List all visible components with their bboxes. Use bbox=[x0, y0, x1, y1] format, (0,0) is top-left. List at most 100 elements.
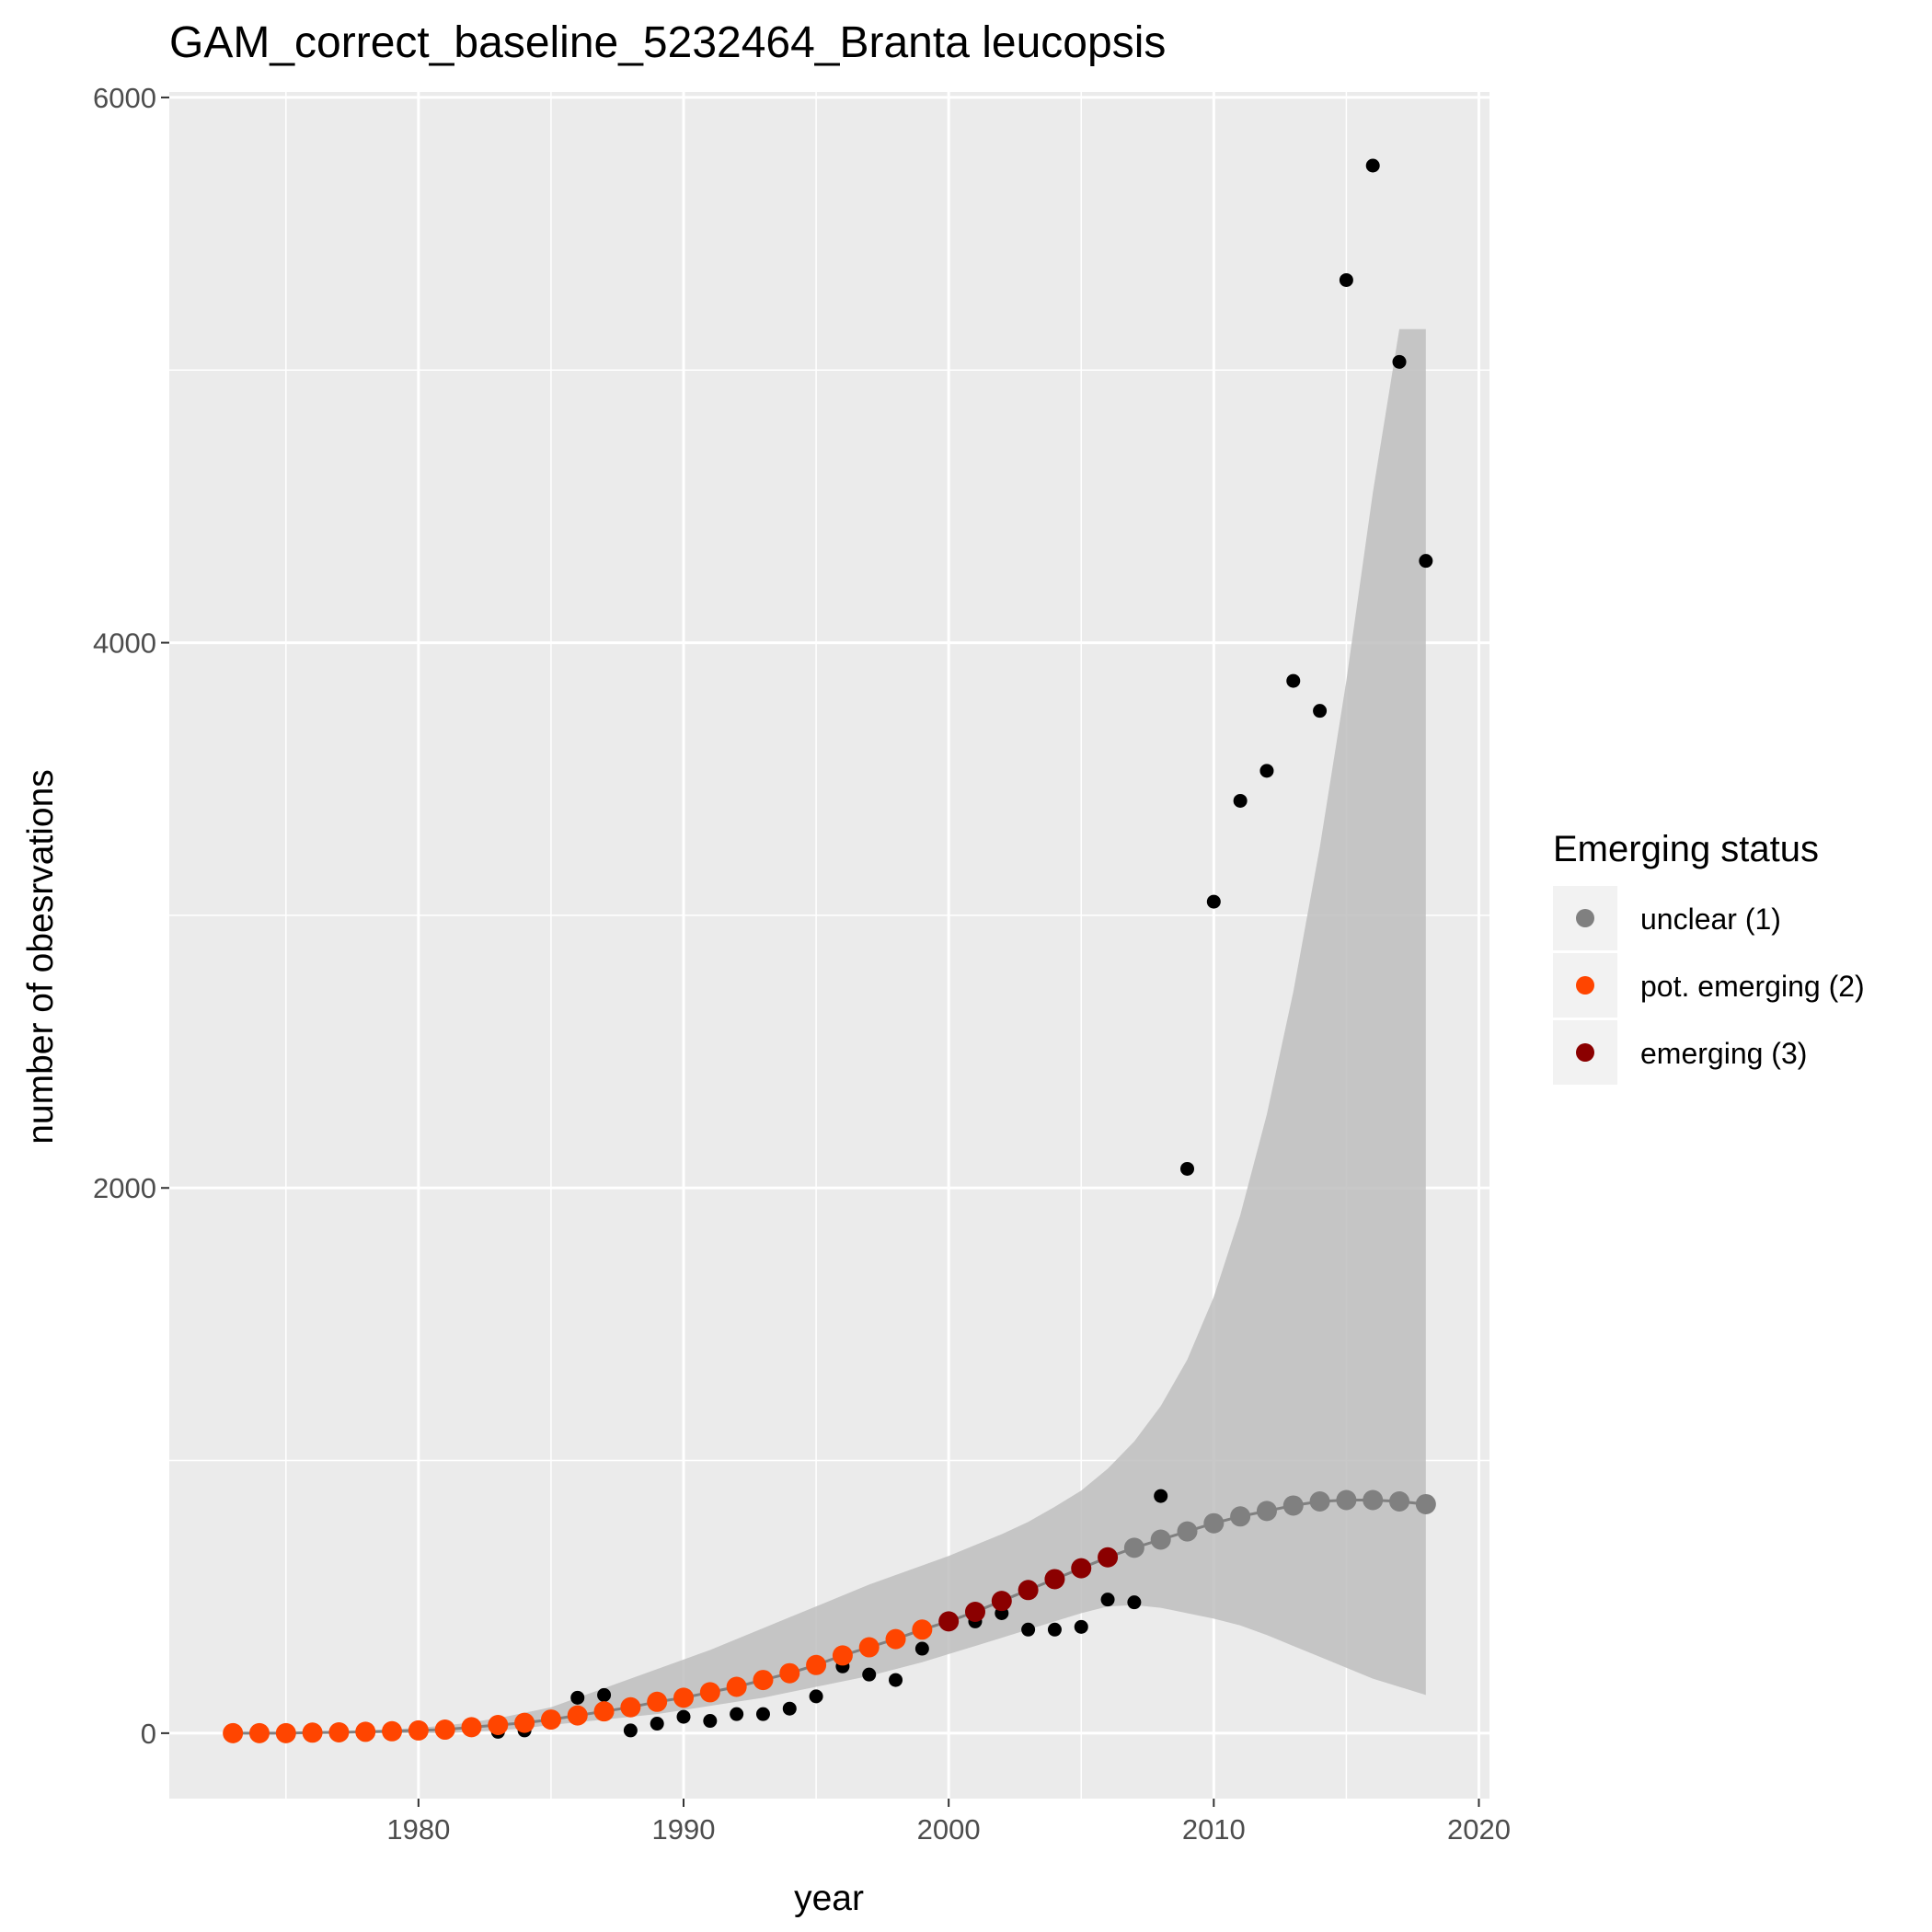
legend-label-emerging: emerging (3) bbox=[1640, 1037, 1807, 1070]
fitted-point bbox=[540, 1709, 561, 1731]
fitted-point bbox=[1071, 1558, 1092, 1579]
fitted-point bbox=[699, 1682, 720, 1703]
fitted-point bbox=[858, 1637, 880, 1658]
observed-point bbox=[597, 1687, 612, 1702]
fitted-point bbox=[434, 1719, 455, 1741]
y-tick-label: 0 bbox=[141, 1718, 156, 1750]
fitted-point bbox=[938, 1611, 960, 1632]
observed-point bbox=[650, 1717, 664, 1731]
fitted-point bbox=[832, 1645, 853, 1666]
legend-item-unclear: unclear (1) bbox=[1553, 886, 1781, 950]
fitted-point bbox=[912, 1619, 933, 1640]
x-tick-label: 2000 bbox=[917, 1813, 981, 1846]
observed-point bbox=[730, 1707, 744, 1721]
observed-point bbox=[1339, 272, 1353, 287]
fitted-point bbox=[1123, 1537, 1144, 1558]
y-axis-ticks: 0 2000 4000 6000 bbox=[93, 82, 169, 1750]
y-tick-label: 4000 bbox=[93, 627, 156, 660]
observed-point bbox=[1206, 894, 1221, 909]
x-axis-title: year bbox=[794, 1879, 864, 1918]
legend-label-unclear: unclear (1) bbox=[1640, 903, 1781, 936]
fitted-point bbox=[1150, 1529, 1171, 1550]
fitted-point bbox=[991, 1591, 1012, 1612]
y-axis-title: number of obesrvations bbox=[21, 769, 61, 1144]
legend: Emerging status unclear (1) pot. emergin… bbox=[1553, 829, 1865, 1085]
fitted-point bbox=[1203, 1512, 1225, 1534]
legend-label-pot-emerging: pot. emerging (2) bbox=[1640, 970, 1865, 1003]
legend-key-pot-emerging bbox=[1576, 976, 1594, 995]
fitted-point bbox=[779, 1662, 800, 1684]
fitted-point bbox=[673, 1687, 695, 1708]
observed-point bbox=[1154, 1489, 1168, 1503]
fitted-point bbox=[248, 1722, 270, 1743]
fitted-point bbox=[1363, 1489, 1384, 1511]
observed-point bbox=[1392, 354, 1407, 369]
x-tick-label: 1990 bbox=[652, 1813, 716, 1846]
observed-point bbox=[676, 1709, 691, 1724]
fitted-points bbox=[223, 1489, 1436, 1743]
observed-point bbox=[889, 1673, 903, 1687]
observed-point bbox=[703, 1714, 718, 1729]
confidence-ribbon bbox=[233, 328, 1426, 1733]
major-gridlines bbox=[169, 92, 1489, 1799]
fitted-point bbox=[223, 1722, 244, 1743]
fitted-point bbox=[408, 1719, 429, 1741]
observed-point bbox=[809, 1689, 823, 1704]
fitted-point bbox=[1336, 1489, 1357, 1511]
fitted-point bbox=[885, 1628, 906, 1650]
observed-point bbox=[1313, 704, 1328, 719]
fitted-point bbox=[1230, 1506, 1251, 1527]
observed-point bbox=[1419, 554, 1433, 569]
x-tick-label: 2020 bbox=[1447, 1813, 1511, 1846]
observed-point bbox=[1047, 1622, 1062, 1637]
observed-point bbox=[1074, 1619, 1088, 1634]
fitted-point bbox=[593, 1701, 615, 1722]
observed-point bbox=[570, 1690, 585, 1705]
fitted-point bbox=[1018, 1580, 1039, 1601]
legend-item-emerging: emerging (3) bbox=[1553, 1020, 1807, 1085]
observed-point bbox=[623, 1723, 638, 1738]
observed-point bbox=[1233, 793, 1248, 808]
fitted-point bbox=[1098, 1547, 1119, 1568]
y-tick-label: 6000 bbox=[93, 82, 156, 114]
observed-point bbox=[1021, 1622, 1036, 1637]
observed-point bbox=[1259, 764, 1274, 778]
observed-point bbox=[1365, 158, 1380, 173]
fitted-point bbox=[726, 1676, 747, 1697]
gam-fit-line bbox=[233, 1499, 1426, 1735]
fitted-point bbox=[964, 1602, 985, 1623]
observed-point bbox=[782, 1701, 797, 1716]
fitted-point bbox=[328, 1721, 350, 1742]
x-axis-ticks: 1980 1990 2000 2010 2020 bbox=[386, 1799, 1511, 1846]
fitted-point bbox=[806, 1654, 827, 1675]
fitted-point bbox=[1309, 1491, 1330, 1512]
observed-point bbox=[1100, 1593, 1115, 1607]
fitted-point bbox=[567, 1705, 588, 1726]
y-tick-label: 2000 bbox=[93, 1172, 156, 1204]
fitted-point bbox=[302, 1722, 323, 1743]
fitted-point bbox=[1177, 1521, 1198, 1542]
observed-point bbox=[755, 1707, 770, 1721]
fitted-point bbox=[461, 1717, 482, 1738]
legend-item-pot-emerging: pot. emerging (2) bbox=[1553, 953, 1865, 1018]
fitted-point bbox=[1282, 1495, 1304, 1516]
observed-point bbox=[862, 1667, 877, 1682]
legend-key-unclear bbox=[1576, 909, 1594, 927]
fitted-point bbox=[1044, 1569, 1065, 1590]
fitted-point bbox=[753, 1670, 774, 1691]
x-tick-label: 1980 bbox=[386, 1813, 450, 1846]
fitted-point bbox=[1389, 1491, 1410, 1512]
fitted-point bbox=[1415, 1493, 1436, 1514]
chart-title: GAM_correct_baseline_5232464_Branta leuc… bbox=[169, 18, 1166, 67]
fitted-point bbox=[1256, 1501, 1277, 1522]
x-tick-label: 2010 bbox=[1182, 1813, 1246, 1846]
observed-point bbox=[1286, 673, 1301, 688]
observed-point bbox=[1180, 1161, 1195, 1176]
observed-point bbox=[1127, 1595, 1142, 1610]
fitted-point bbox=[488, 1714, 509, 1735]
fitted-point bbox=[620, 1696, 641, 1718]
fitted-point bbox=[275, 1722, 296, 1743]
observed-point bbox=[914, 1641, 929, 1656]
fitted-point bbox=[355, 1721, 376, 1742]
